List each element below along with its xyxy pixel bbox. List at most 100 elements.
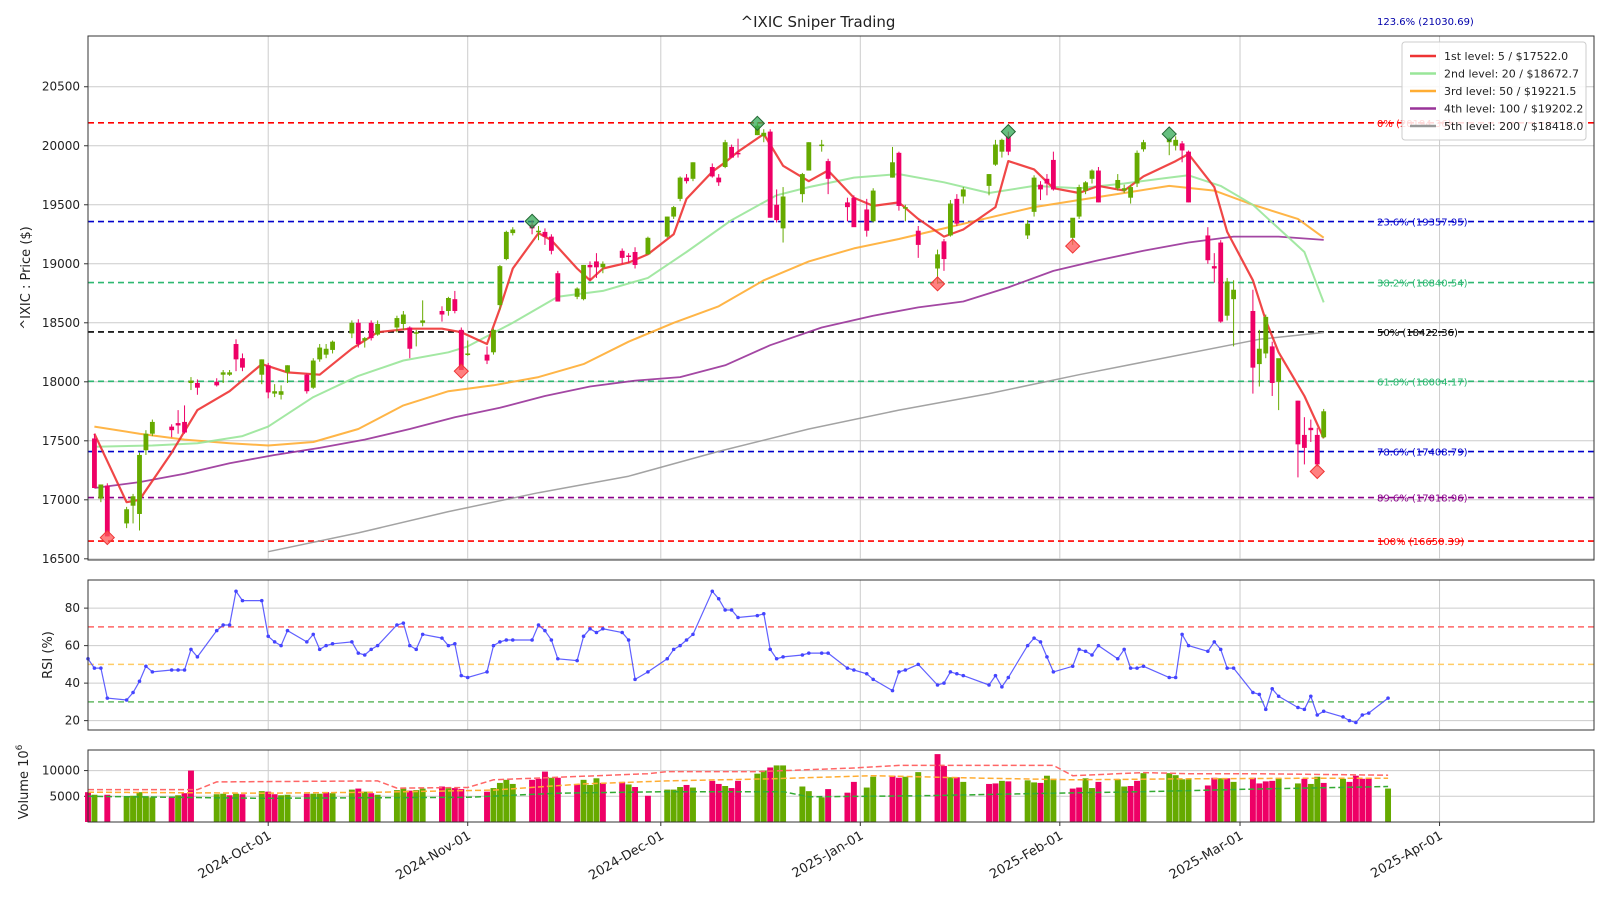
volume-bar bbox=[825, 789, 832, 822]
rsi-point bbox=[420, 632, 425, 637]
candle-body bbox=[510, 229, 516, 234]
sell-marker bbox=[1000, 123, 1017, 140]
candle bbox=[1269, 341, 1275, 396]
rsi-point bbox=[993, 673, 998, 678]
candle bbox=[182, 405, 187, 434]
rsi-point bbox=[498, 640, 502, 644]
candle-body bbox=[735, 152, 741, 155]
rsi-point bbox=[826, 651, 830, 655]
rsi-point bbox=[395, 623, 399, 627]
candle bbox=[722, 139, 728, 169]
candle-body bbox=[349, 322, 355, 334]
rsi-point bbox=[665, 656, 670, 661]
volume-bar bbox=[1114, 779, 1121, 822]
candle-body bbox=[1179, 143, 1185, 151]
candle bbox=[1186, 150, 1191, 203]
rsi-point bbox=[1296, 705, 1300, 710]
rsi-point bbox=[485, 670, 489, 674]
volume-bar bbox=[484, 791, 490, 822]
candle-body bbox=[1218, 242, 1224, 322]
volume-bar bbox=[1076, 787, 1083, 822]
volume-bar bbox=[934, 754, 941, 822]
candle bbox=[491, 328, 496, 355]
volume-ytick-label: 10000 bbox=[42, 764, 80, 778]
candle-body bbox=[1173, 139, 1179, 146]
candle bbox=[890, 146, 895, 178]
candle-body bbox=[581, 264, 586, 300]
volume-bar bbox=[284, 794, 291, 822]
candle-body bbox=[536, 230, 541, 233]
candle bbox=[626, 253, 632, 263]
rsi-point bbox=[1212, 640, 1217, 644]
rsi-point bbox=[646, 670, 650, 674]
volume-bar bbox=[1346, 781, 1353, 822]
rsi-point bbox=[575, 658, 579, 663]
rsi-point bbox=[266, 634, 271, 639]
candle-body bbox=[1070, 217, 1076, 238]
candle bbox=[845, 197, 850, 222]
volume-bar bbox=[677, 787, 684, 822]
volume-bar bbox=[1204, 785, 1211, 822]
rsi-ytick-label: 60 bbox=[65, 639, 80, 653]
candle-body bbox=[362, 338, 368, 341]
volume-bar bbox=[953, 777, 960, 822]
candle bbox=[542, 228, 548, 245]
volume-bar bbox=[1134, 780, 1141, 822]
candle bbox=[285, 365, 290, 383]
rsi-frame bbox=[87, 579, 1595, 731]
rsi-point bbox=[317, 647, 322, 652]
rsi-point bbox=[504, 638, 509, 642]
candle bbox=[864, 198, 870, 237]
rsi-point bbox=[1231, 666, 1236, 670]
volume-bar bbox=[541, 771, 548, 822]
candle bbox=[1173, 136, 1179, 151]
rsi-point bbox=[1077, 647, 1081, 652]
rsi-y-axis-label: RSI (%) bbox=[41, 631, 56, 679]
volume-bar bbox=[587, 784, 593, 822]
rsi-point bbox=[987, 683, 991, 687]
rsi-point bbox=[890, 688, 895, 693]
volume-bar bbox=[664, 789, 671, 822]
volume-bar bbox=[889, 775, 896, 822]
candle-body bbox=[947, 203, 953, 236]
volume-bar bbox=[104, 794, 111, 822]
volume-bar bbox=[1224, 778, 1231, 822]
rsi-point bbox=[465, 675, 470, 680]
volume-bar bbox=[1095, 781, 1102, 822]
volume-y-axis-label-text: Volume 10 bbox=[17, 750, 32, 819]
candle-body bbox=[465, 353, 471, 355]
candle-body bbox=[304, 374, 310, 392]
volume-bar bbox=[960, 781, 967, 822]
candle-body bbox=[1186, 151, 1191, 203]
rsi-point bbox=[234, 589, 238, 594]
volume-bar bbox=[1269, 780, 1276, 822]
buy-marker bbox=[929, 276, 946, 292]
candle-body bbox=[600, 263, 606, 268]
candle-body bbox=[671, 207, 677, 217]
candle-body bbox=[1134, 152, 1140, 184]
rsi-point bbox=[1025, 643, 1030, 648]
candle-body bbox=[690, 162, 696, 179]
candle bbox=[349, 320, 355, 339]
rsi-point bbox=[1032, 636, 1036, 640]
volume-bar bbox=[722, 786, 729, 822]
rsi-point bbox=[761, 611, 766, 616]
fib-level-label: 100% (16650.39) bbox=[1377, 537, 1464, 548]
rsi-point bbox=[1173, 675, 1178, 680]
legend-entry: 3rd level: 50 / $19221.5 bbox=[1410, 85, 1576, 98]
rsi-point bbox=[362, 653, 367, 657]
candle bbox=[458, 327, 464, 370]
sma-line bbox=[94, 184, 1325, 447]
rsi-point bbox=[453, 641, 457, 646]
rsi-point bbox=[601, 626, 605, 631]
rsi-point bbox=[768, 647, 773, 652]
candle-body bbox=[902, 207, 908, 209]
rsi-point bbox=[311, 632, 316, 637]
candle bbox=[394, 315, 400, 333]
candle-body bbox=[825, 161, 831, 179]
fib-level-label: 78.6% (17408.79) bbox=[1377, 448, 1468, 459]
volume-bar bbox=[451, 788, 458, 822]
volume-bar bbox=[709, 780, 716, 822]
rsi-point bbox=[736, 615, 740, 620]
